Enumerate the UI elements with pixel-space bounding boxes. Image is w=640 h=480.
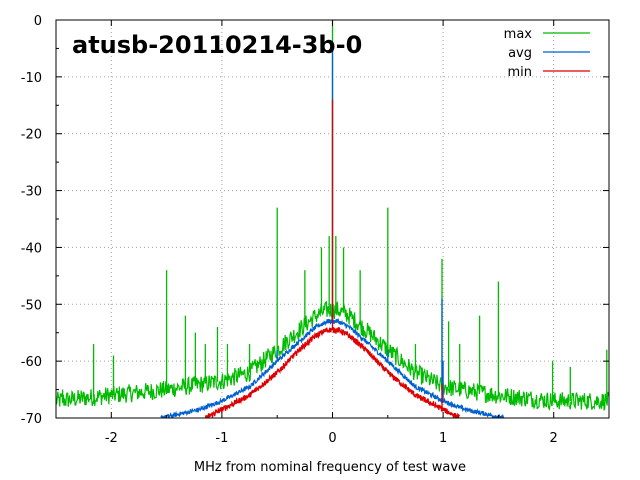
y-tick-label: 0 (34, 14, 42, 29)
legend-label-min: min (507, 65, 532, 80)
series-layer (56, 20, 609, 418)
legend-label-avg: avg (508, 46, 532, 61)
x-tick-label: 2 (550, 431, 558, 446)
y-tick-label: -30 (21, 185, 42, 200)
series-min (204, 99, 461, 418)
x-tick-label: 0 (328, 431, 336, 446)
y-tick-label: -10 (21, 71, 42, 86)
x-tick-label: -2 (105, 431, 118, 446)
legend-label-max: max (504, 27, 533, 42)
x-tick-label: -1 (215, 431, 228, 446)
y-tick-label: -50 (21, 298, 42, 313)
y-tick-label: -60 (21, 355, 42, 370)
y-tick-label: -70 (21, 412, 42, 427)
chart-title: atusb-20110214-3b-0 (72, 31, 362, 59)
y-tick-label: -20 (21, 128, 42, 143)
y-tick-label: -40 (21, 241, 42, 256)
axis-ticks (55, 19, 610, 419)
x-tick-label: 1 (439, 431, 447, 446)
x-axis-label: MHz from nominal frequency of test wave (194, 460, 466, 475)
legend: max avg min (504, 27, 590, 80)
tick-labels: -2 -1 0 1 20-10-20-30-40-50-60-70 (21, 14, 558, 446)
